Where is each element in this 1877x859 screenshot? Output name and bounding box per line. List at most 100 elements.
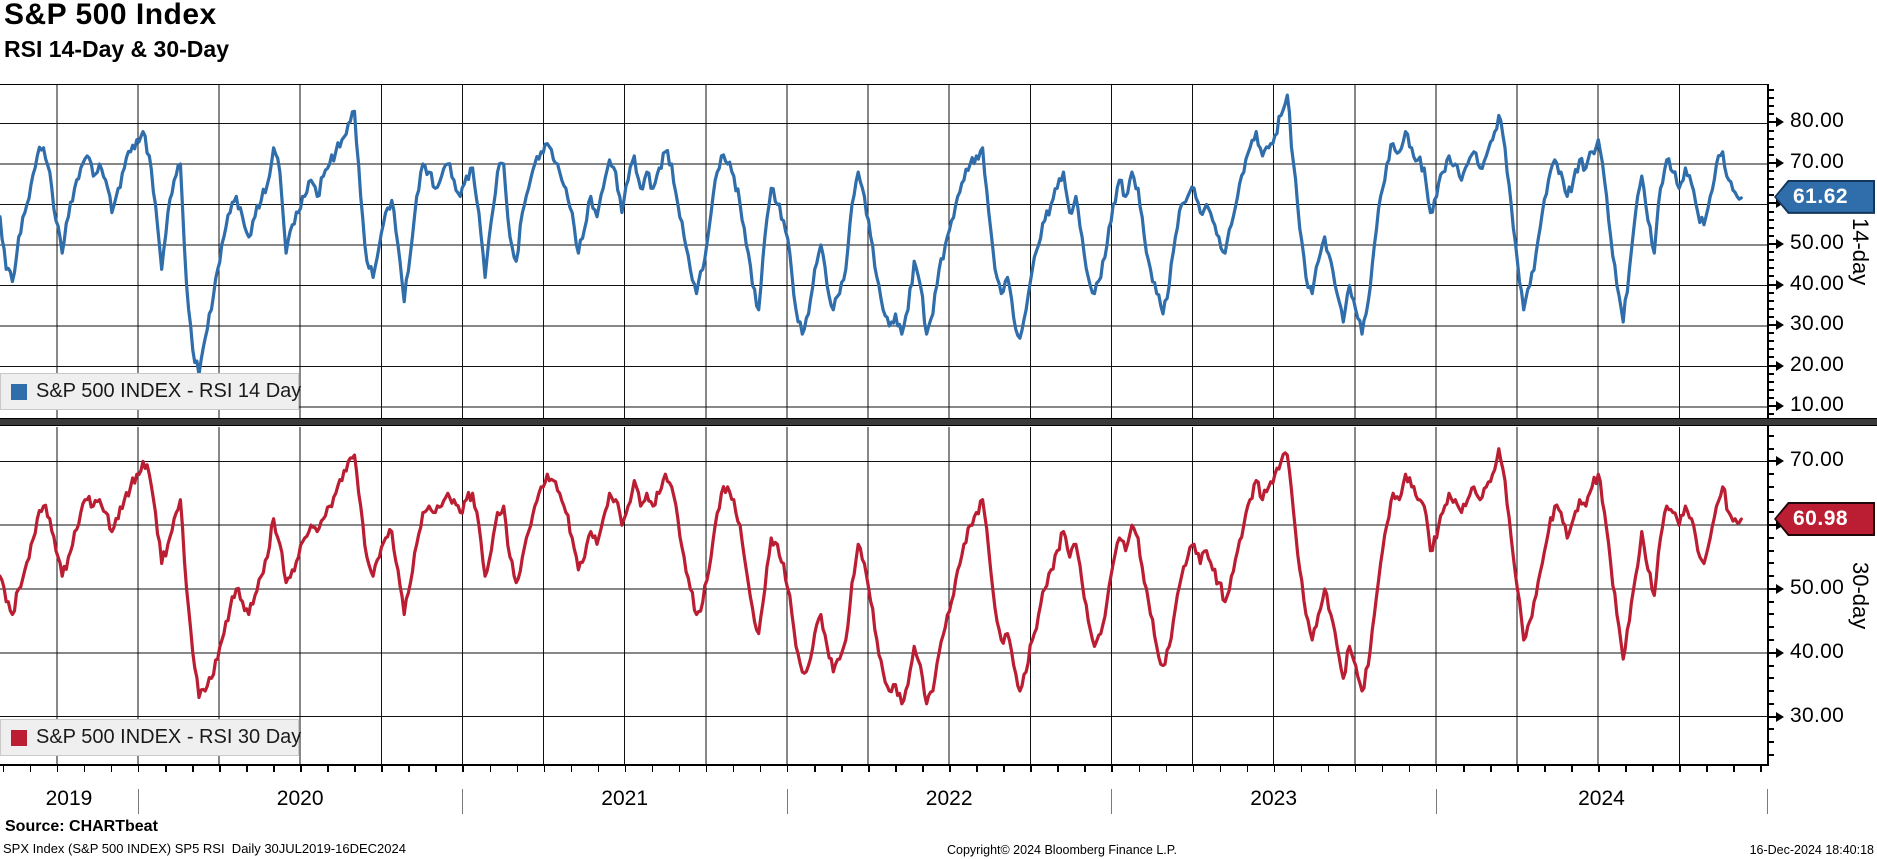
y-axis-minor-tick (1768, 356, 1774, 359)
rsi-14-chart (0, 85, 1768, 420)
x-axis-month-tick (597, 766, 600, 772)
y-axis-minor-tick (1768, 396, 1774, 399)
page-subtitle: RSI 14-Day & 30-Day (4, 36, 229, 62)
year-label: 2024 (1578, 787, 1625, 810)
x-axis-month-tick (543, 766, 546, 772)
y-axis-tick-label: 80.00 (1790, 109, 1845, 133)
year-label: 2020 (276, 787, 324, 810)
y-axis-minor-tick (1768, 332, 1774, 335)
y-axis-major-tick (1768, 651, 1777, 654)
x-axis-month-tick (1463, 766, 1465, 772)
y-axis-tick-label: 10.00 (1790, 393, 1845, 417)
x-axis-month-tick (976, 766, 978, 772)
y-axis-minor-tick (1768, 498, 1774, 501)
rsi-14-value-badge: 61.62 (1774, 179, 1875, 214)
year-label: 2023 (1250, 787, 1298, 810)
y-axis-minor-tick (1768, 600, 1774, 603)
y-axis-major-tick (1768, 283, 1777, 286)
tick-arrow-icon (1776, 647, 1784, 658)
x-axis-month-tick (1571, 766, 1573, 772)
dataset-description: SPX Index (S&P 500 INDEX) SP5 RSI Daily … (3, 841, 406, 856)
y-axis-minor-tick (1768, 210, 1774, 213)
y-axis-minor-tick (1768, 753, 1774, 756)
rsi-14-last-value: 61.62 (1793, 184, 1849, 208)
y-axis-minor-tick (1768, 105, 1774, 108)
rsi-14-axis-title: 14-day (1848, 217, 1873, 286)
x-axis-month-tick (1544, 766, 1546, 772)
x-axis-month-tick (1273, 766, 1276, 772)
x-axis-month-tick (759, 766, 762, 772)
y-axis-tick-label: 30.00 (1790, 312, 1845, 336)
rsi-14-panel: S&P 500 INDEX - RSI 14 Day (0, 84, 1768, 420)
y-axis-major-tick (1768, 243, 1777, 245)
y-axis-minor-tick (1768, 89, 1774, 92)
x-axis-month-tick (137, 766, 140, 772)
x-axis-month-tick (110, 766, 113, 772)
rsi-14-badge-body: 61.62 (1776, 181, 1873, 212)
y-axis-minor-tick (1768, 259, 1774, 262)
y-axis-tick-label: 40.00 (1790, 271, 1845, 295)
x-axis-month-tick (786, 766, 789, 772)
rsi-30-value-badge: 60.98 (1774, 501, 1875, 536)
x-axis-month-tick (949, 766, 951, 772)
panel-separator (0, 418, 1877, 426)
tick-arrow-icon (1776, 279, 1784, 290)
x-axis-month-tick (2, 766, 5, 772)
y-axis-minor-tick (1768, 153, 1774, 156)
y-axis-minor-tick (1768, 664, 1774, 667)
y-axis-minor-tick (1768, 639, 1774, 641)
y-axis-minor-tick (1768, 511, 1774, 514)
y-axis-tick-label: 20.00 (1790, 352, 1845, 376)
tick-arrow-icon (1776, 157, 1784, 168)
y-axis-minor-tick (1768, 186, 1774, 189)
x-axis-month-tick (895, 766, 897, 772)
y-axis-minor-tick (1768, 275, 1774, 278)
y-axis-minor-tick (1768, 291, 1774, 294)
y-axis-minor-tick (1768, 307, 1774, 310)
rsi-30-legend[interactable]: S&P 500 INDEX - RSI 30 Day (0, 719, 301, 756)
year-separator (137, 789, 139, 814)
y-axis-minor-tick (1768, 473, 1774, 476)
y-axis-tick-label: 70.00 (1790, 448, 1845, 472)
x-axis-month-tick (83, 766, 86, 772)
x-axis-month-tick (435, 766, 437, 772)
y-axis-minor-tick (1768, 485, 1774, 488)
rsi-14-legend[interactable]: S&P 500 INDEX - RSI 14 Day (0, 373, 302, 410)
year-label: 2022 (925, 787, 973, 810)
y-axis-major-tick (1768, 405, 1777, 408)
tick-arrow-icon (1776, 401, 1784, 412)
y-axis-minor-tick (1768, 741, 1774, 744)
y-axis-minor-tick (1768, 97, 1774, 100)
y-axis-minor-tick (1768, 340, 1774, 343)
y-axis-minor-tick (1768, 267, 1774, 270)
x-axis-month-tick (246, 766, 248, 772)
x-axis-month-tick (1625, 766, 1627, 772)
y-axis-tick-label: 50.00 (1790, 576, 1845, 600)
y-axis-minor-tick (1768, 218, 1774, 221)
y-axis-minor-tick (1768, 372, 1774, 375)
rsi-30-last-value: 60.98 (1793, 506, 1849, 530)
x-axis-month-tick (1598, 766, 1600, 772)
y-axis-minor-tick (1768, 536, 1774, 539)
y-axis-minor-tick (1768, 447, 1774, 450)
y-axis-minor-tick (1768, 145, 1774, 148)
y-axis-minor-tick (1768, 170, 1774, 173)
tick-arrow-icon (1776, 360, 1784, 371)
x-axis-month-tick (219, 766, 221, 772)
y-axis-minor-tick (1768, 690, 1774, 693)
x-axis-month-tick (678, 766, 681, 772)
x-axis-month-tick (1192, 766, 1195, 772)
rsi-14-legend-label: S&P 500 INDEX - RSI 14 Day (36, 380, 302, 402)
x-axis-month-tick (1706, 766, 1708, 772)
rsi-30-axis-title: 30-day (1848, 562, 1873, 630)
x-axis-month-tick (1300, 766, 1303, 772)
year-separator (1435, 789, 1437, 814)
y-axis-minor-tick (1768, 348, 1774, 351)
y-axis-minor-tick (1768, 315, 1774, 318)
x-axis-month-tick (922, 766, 924, 772)
x-axis-month-tick (462, 766, 464, 772)
x-axis-month-tick (381, 766, 383, 772)
x-axis-month-tick (1327, 766, 1330, 772)
x-axis-month-tick (1165, 766, 1168, 772)
